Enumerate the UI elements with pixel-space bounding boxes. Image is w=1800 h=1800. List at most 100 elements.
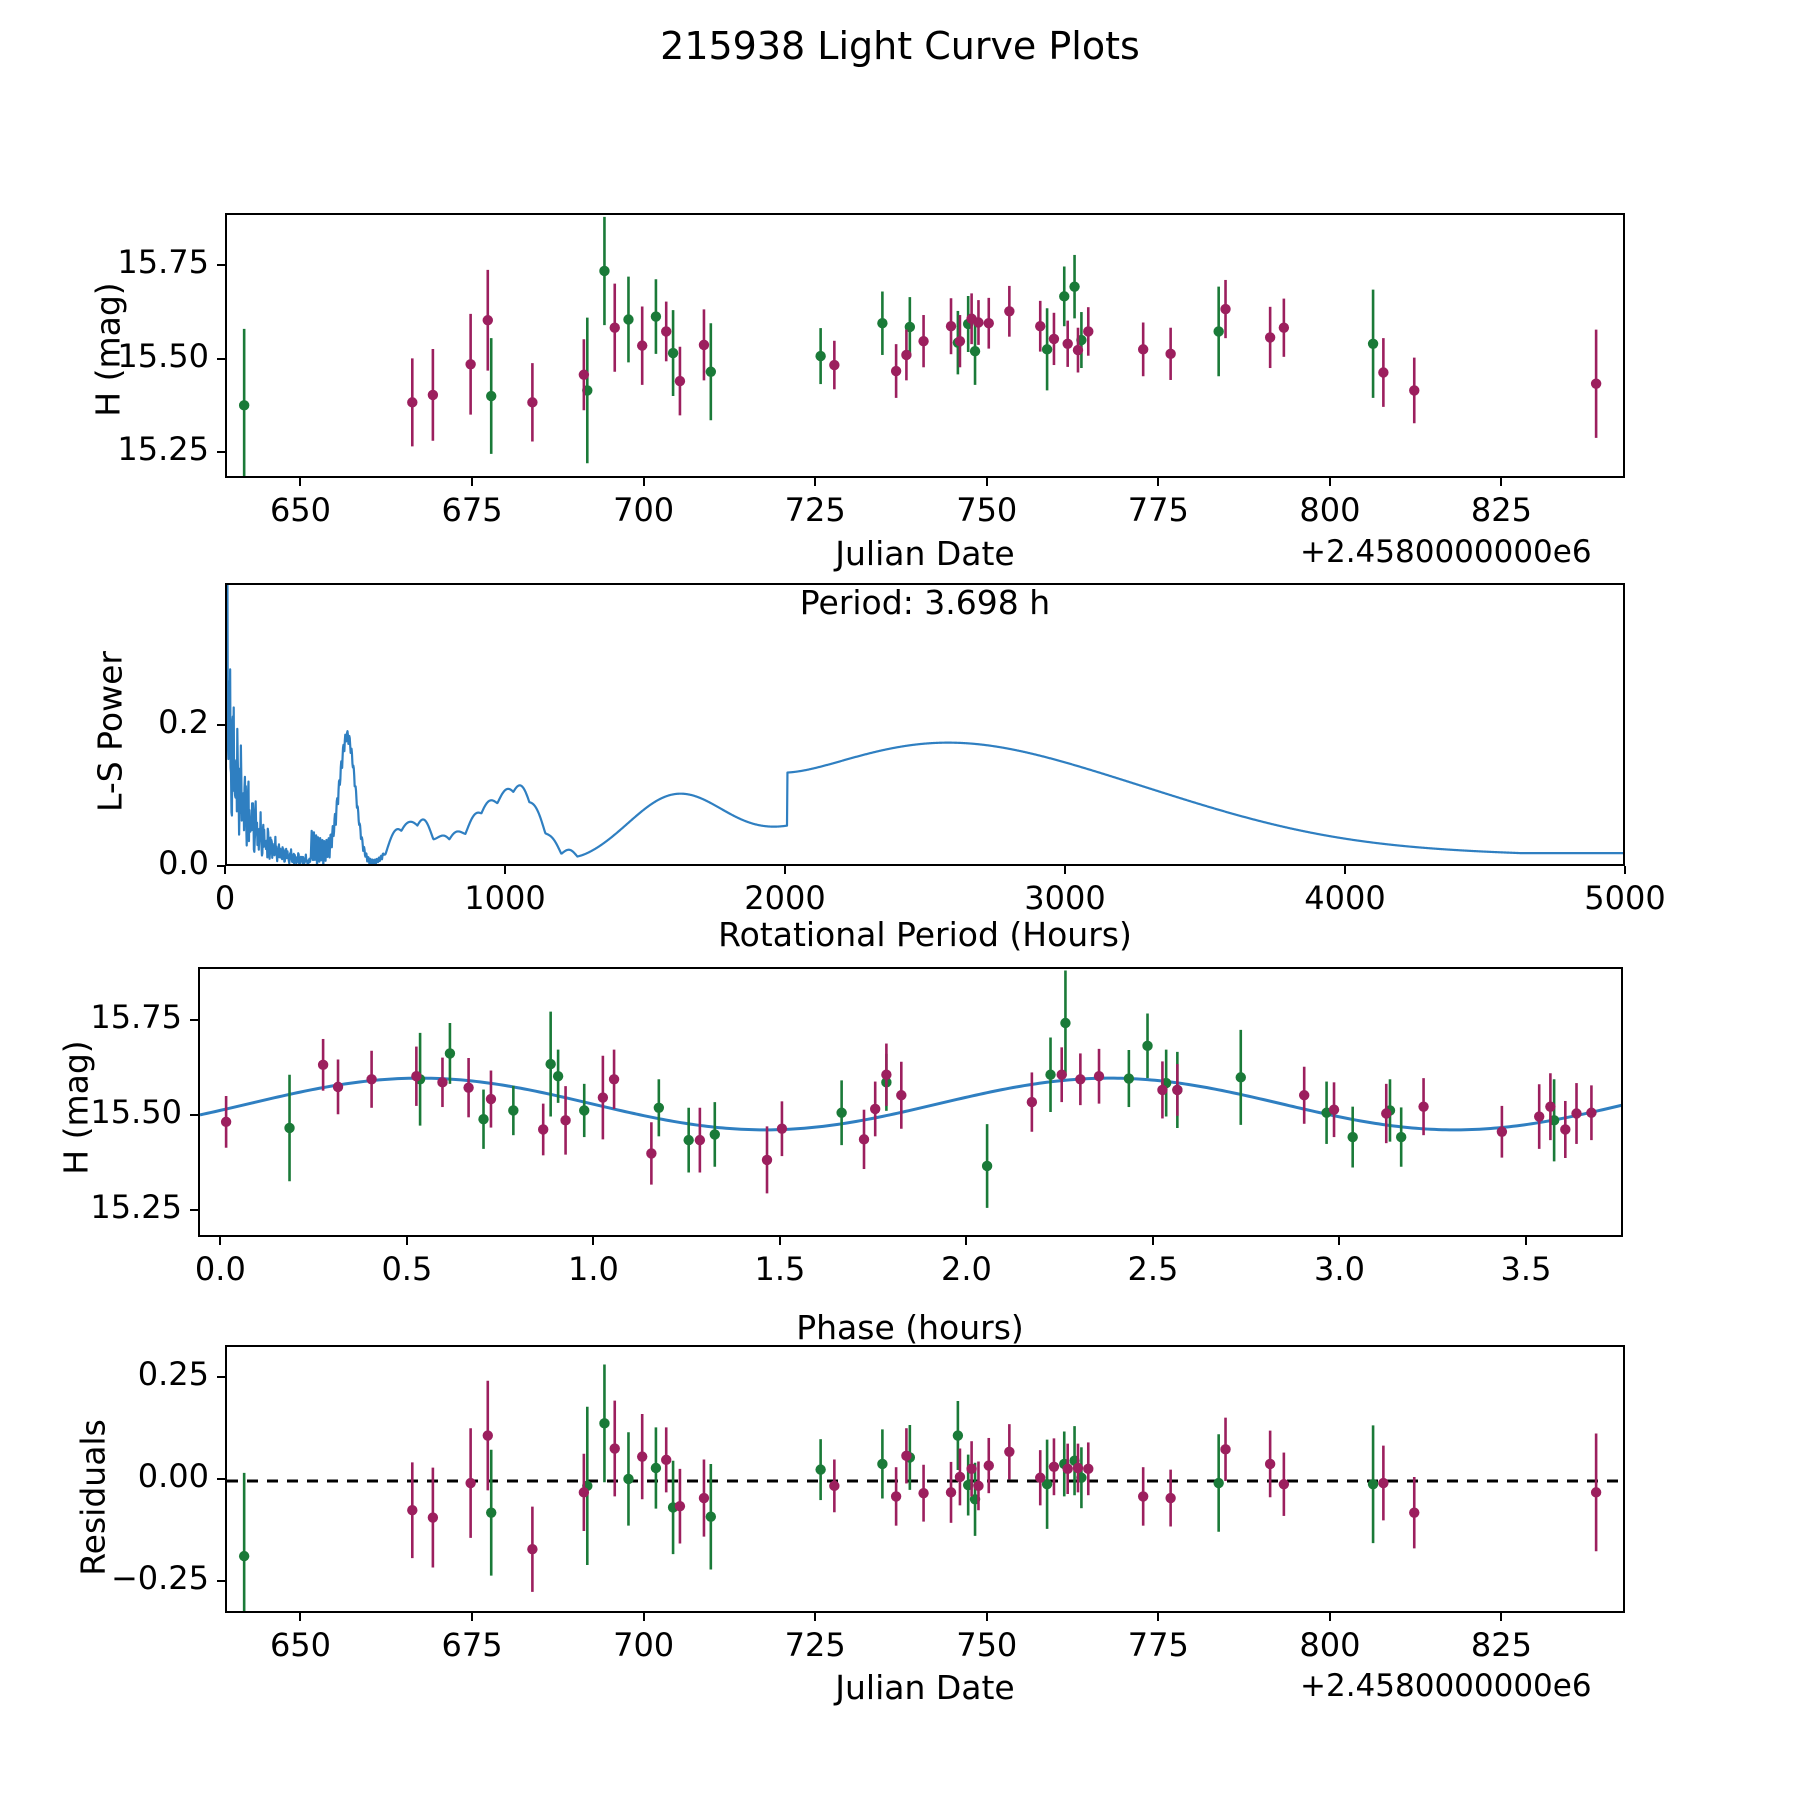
lightcurve-plot-area (238, 216, 1602, 476)
x-tick-label: 675 (441, 491, 503, 529)
x-tick-mark (1500, 1613, 1503, 1621)
x-tick-mark (1328, 478, 1331, 486)
x-tick-mark (471, 478, 474, 486)
y-tick-mark (190, 1019, 198, 1022)
x-tick-label: 3.0 (1314, 1250, 1365, 1288)
y-tick-label: 0.25 (137, 1355, 209, 1394)
y-tick-label: 15.50 (117, 336, 209, 375)
x-tick-mark (1157, 1613, 1160, 1621)
x-tick-label: 3000 (1024, 879, 1106, 917)
x-tick-label: 725 (784, 491, 846, 529)
x-tick-mark (504, 866, 506, 874)
y-tick-label: 15.25 (90, 1188, 182, 1227)
x-tick-mark (1157, 478, 1160, 486)
x-tick-mark (778, 1237, 781, 1245)
x-tick-label: 1000 (464, 879, 546, 917)
x-tick-mark (1344, 866, 1346, 874)
x-tick-label: 2.0 (941, 1250, 992, 1288)
x-tick-mark (965, 1237, 968, 1245)
y-tick-mark (217, 723, 225, 726)
y-tick-label: 0.00 (137, 1457, 209, 1495)
x-tick-mark (299, 478, 302, 486)
x-tick-label: 0.0 (194, 1250, 246, 1288)
x-tick-label: 775 (1127, 491, 1189, 529)
x-tick-mark (299, 1613, 302, 1621)
x-tick-label: 2.5 (1127, 1250, 1179, 1288)
y-tick-label: 15.75 (90, 998, 182, 1037)
x-tick-label: 825 (1470, 1626, 1532, 1664)
y-tick-mark (217, 1478, 225, 1480)
x-tick-label: 800 (1299, 491, 1361, 529)
x-tick-label: 0.5 (381, 1250, 433, 1288)
x-tick-mark (1500, 478, 1503, 486)
x-tick-label: 650 (269, 1626, 332, 1664)
y-tick-mark (190, 1209, 198, 1212)
y-tick-label: 15.50 (90, 1093, 182, 1132)
x-tick-label: 725 (784, 1626, 846, 1664)
x-tick-mark (642, 478, 645, 486)
axis-offset-lightcurve: +2.4580000000e6 (1300, 534, 1592, 570)
series-green (284, 970, 1560, 1208)
x-tick-label: 1.0 (567, 1250, 619, 1288)
y-tick-mark (217, 1579, 225, 1582)
y-tick-mark (217, 264, 225, 267)
series-purple (407, 269, 1602, 447)
y-tick-label: 15.75 (117, 243, 209, 282)
sinusoid-fit-line (200, 1076, 1621, 1132)
y-tick-label: 15.25 (117, 429, 209, 468)
periodogram-title: Period: 3.698 h (799, 583, 1051, 622)
series-green (238, 1364, 1379, 1611)
x-tick-mark (814, 1613, 817, 1621)
axis-label-x-phase: Phase (hours) (796, 1308, 1024, 1347)
x-tick-label: 650 (269, 491, 332, 529)
x-tick-label: 700 (613, 491, 675, 529)
axis-label-x-lightcurve: Julian Date (835, 534, 1015, 573)
series-purple (407, 1380, 1602, 1592)
x-tick-label: 750 (956, 491, 1018, 529)
periodogram-line (227, 585, 1623, 864)
x-tick-mark (985, 478, 988, 486)
page-title: 215938 Light Curve Plots (660, 24, 1140, 68)
x-tick-label: 0 (214, 879, 236, 917)
x-tick-mark (642, 1613, 645, 1621)
residuals-plot-area (227, 1364, 1623, 1611)
y-tick-label: 0.0 (158, 844, 209, 882)
y-tick-mark (190, 1114, 198, 1117)
series-green (238, 216, 1379, 476)
x-tick-mark (985, 1613, 988, 1621)
phase-plot-area (200, 970, 1621, 1208)
x-tick-mark (1151, 1237, 1154, 1245)
axis-label-x-residuals: Julian Date (835, 1668, 1015, 1707)
x-tick-mark (224, 866, 226, 874)
x-tick-label: 675 (441, 1626, 503, 1664)
x-tick-mark (784, 866, 786, 874)
x-tick-label: 2000 (744, 879, 826, 917)
x-tick-mark (1064, 866, 1066, 874)
x-tick-mark (471, 1613, 474, 1621)
y-tick-label: −0.25 (110, 1558, 209, 1597)
y-tick-mark (217, 865, 225, 867)
x-tick-label: 700 (613, 1626, 675, 1664)
x-tick-label: 800 (1299, 1626, 1361, 1664)
x-tick-label: 825 (1470, 491, 1532, 529)
x-tick-mark (814, 478, 817, 486)
x-tick-mark (1328, 1613, 1331, 1621)
y-tick-mark (217, 1376, 225, 1379)
x-tick-mark (405, 1237, 408, 1245)
x-tick-label: 4000 (1304, 879, 1386, 917)
periodogram-plot-area (227, 585, 1623, 864)
axis-label-x-periodogram: Rotational Period (Hours) (718, 915, 1132, 954)
x-tick-label: 775 (1127, 1626, 1189, 1664)
x-tick-mark (1525, 1237, 1527, 1245)
y-tick-mark (217, 450, 225, 453)
x-tick-mark (1624, 866, 1626, 874)
series-purple (220, 1038, 1597, 1194)
y-tick-label: 0.2 (158, 702, 209, 741)
x-tick-label: 3.5 (1500, 1250, 1552, 1288)
axis-label-y-residuals: Residuals (73, 1419, 113, 1576)
x-tick-mark (592, 1237, 595, 1245)
x-tick-label: 5000 (1584, 879, 1666, 917)
x-tick-label: 750 (956, 1626, 1018, 1664)
y-tick-mark (217, 357, 225, 360)
